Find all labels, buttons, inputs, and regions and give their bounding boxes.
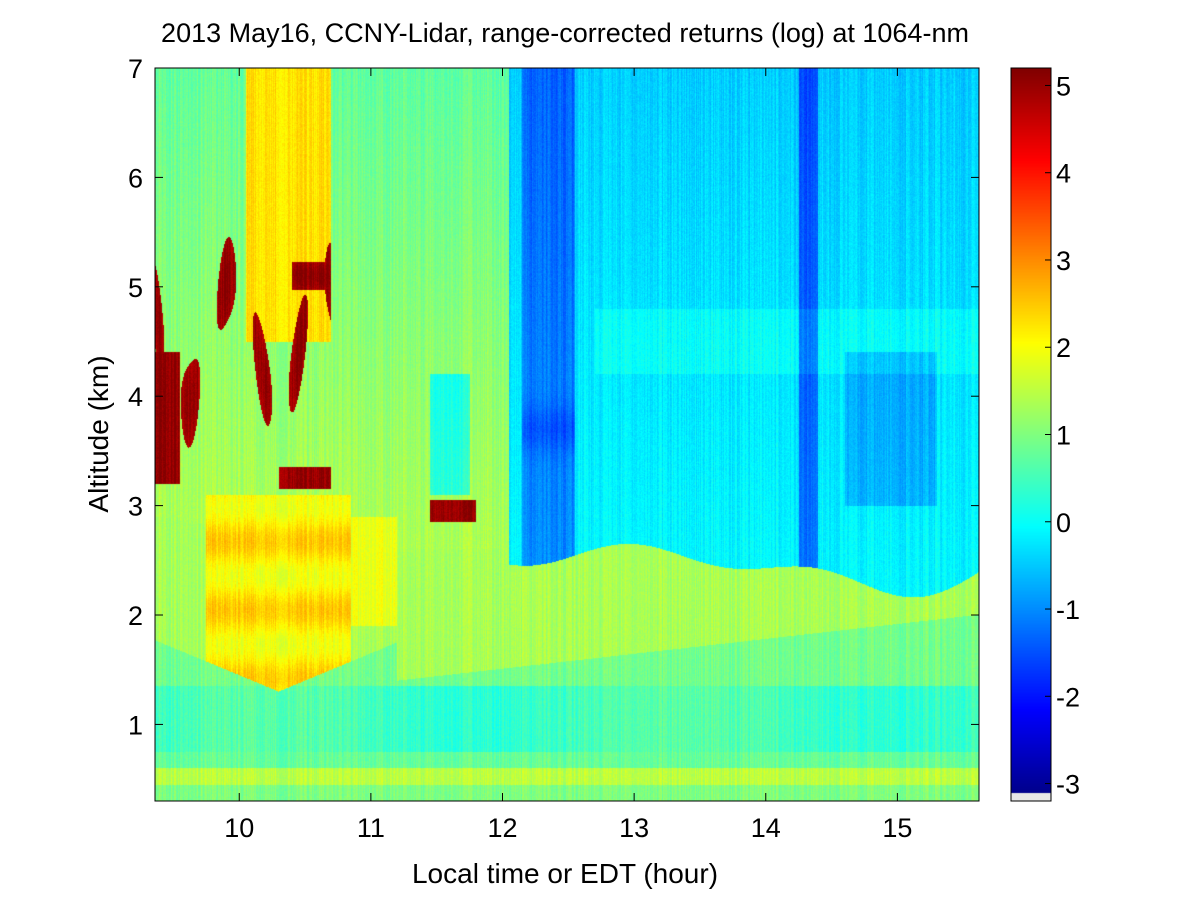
- x-tick-label-3: 13: [619, 813, 649, 843]
- y-tick-label-3: 4: [128, 382, 143, 412]
- plot-frame: [154, 67, 980, 802]
- colorbar-tick-label-0: -3: [1056, 770, 1080, 800]
- x-tick-label-1: 11: [357, 813, 385, 843]
- colorbar-axis: -3 -2 -1 0 1 2 3 4 5: [1045, 71, 1080, 800]
- x-axis: 10 11 12 13 14 15: [224, 68, 912, 843]
- y-tick-label-6: 7: [128, 54, 143, 84]
- colorbar-tick-label-6: 3: [1056, 246, 1071, 276]
- chart-title: 2013 May16, CCNY-Lidar, range-corrected …: [161, 18, 969, 48]
- y-tick-label-5: 6: [128, 163, 143, 193]
- colorbar-tick-label-4: 1: [1056, 421, 1071, 451]
- colorbar-tick-label-8: 5: [1056, 71, 1071, 101]
- colorbar-tick-label-2: -1: [1056, 595, 1080, 625]
- y-axis: 1 2 3 4 5 6 7: [128, 54, 979, 740]
- x-tick-label-0: 10: [224, 813, 254, 843]
- x-axis-label: Local time or EDT (hour): [412, 858, 718, 889]
- heatmap-area: [155, 68, 979, 801]
- y-tick-label-1: 2: [128, 601, 143, 631]
- x-tick-label-4: 14: [751, 813, 781, 843]
- colorbar-tick-label-1: -2: [1056, 682, 1080, 712]
- colorbar-tick-label-3: 0: [1056, 508, 1071, 538]
- colorbar: [1011, 68, 1051, 801]
- y-tick-label-2: 3: [128, 492, 143, 522]
- y-tick-label-0: 1: [128, 710, 143, 740]
- colorbar-tick-label-5: 2: [1056, 333, 1071, 363]
- colorbar-tick-label-7: 4: [1056, 159, 1071, 189]
- x-tick-label-2: 12: [487, 813, 517, 843]
- y-tick-label-4: 5: [128, 273, 143, 303]
- y-axis-label: Altitude (km): [83, 355, 114, 512]
- x-tick-label-5: 15: [882, 813, 912, 843]
